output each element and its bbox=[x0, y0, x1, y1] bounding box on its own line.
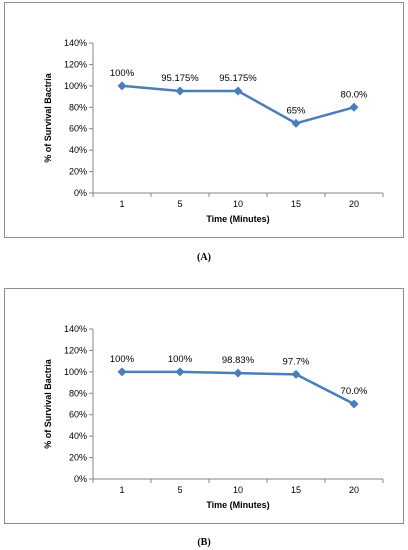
chart-panel-a: 0% 20% 40% 60% 80% 100% 120% 140% 1 5 10 15 20 Time (… bbox=[4, 2, 404, 238]
chart-panel-b: 0% 20% 40% 60% 80% 100% 120% 140% 1 5 10 15 20 Time (… bbox=[4, 288, 404, 524]
data-point bbox=[175, 367, 185, 377]
y-tick-label: 140% bbox=[64, 38, 87, 48]
y-tick-label: 100% bbox=[64, 81, 87, 91]
x-tick-label: 15 bbox=[291, 485, 301, 495]
data-label: 100% bbox=[168, 354, 193, 365]
data-label: 97.7% bbox=[283, 356, 310, 367]
data-point bbox=[233, 86, 243, 96]
data-point bbox=[117, 367, 127, 377]
data-label: 100% bbox=[110, 354, 135, 365]
data-point bbox=[175, 86, 185, 96]
data-point bbox=[349, 399, 359, 409]
data-label: 95.175% bbox=[219, 73, 257, 84]
x-tick-label: 10 bbox=[233, 199, 243, 209]
x-tick-label: 20 bbox=[349, 485, 359, 495]
data-label: 98.83% bbox=[222, 355, 255, 366]
x-axis-title: Time (Minutes) bbox=[206, 500, 269, 510]
x-tick-label: 5 bbox=[177, 485, 182, 495]
y-tick-label: 20% bbox=[69, 167, 87, 177]
y-tick-label: 0% bbox=[74, 474, 87, 484]
x-tick-label: 10 bbox=[233, 485, 243, 495]
data-point bbox=[291, 369, 301, 379]
y-tick-label: 40% bbox=[69, 145, 87, 155]
y-tick-label: 100% bbox=[64, 367, 87, 377]
caption-a: (A) bbox=[197, 252, 211, 263]
data-label: 65% bbox=[286, 105, 306, 116]
x-tick-label: 20 bbox=[349, 199, 359, 209]
y-axis-title: % of Survival Bactria bbox=[43, 358, 53, 449]
y-tick-label: 60% bbox=[69, 124, 87, 134]
y-tick-label: 40% bbox=[69, 431, 87, 441]
data-point bbox=[117, 81, 127, 91]
y-tick-label: 0% bbox=[74, 188, 87, 198]
y-axis-title: % of Survival Bactria bbox=[43, 72, 53, 163]
data-point bbox=[233, 368, 243, 378]
x-tick-label: 1 bbox=[119, 485, 124, 495]
data-label: 80.0% bbox=[341, 89, 368, 100]
data-point bbox=[291, 118, 301, 128]
y-tick-label: 20% bbox=[69, 453, 87, 463]
data-point bbox=[349, 102, 359, 112]
x-tick-label: 5 bbox=[177, 199, 182, 209]
y-tick-label: 120% bbox=[64, 345, 87, 355]
data-label: 100% bbox=[110, 68, 135, 79]
x-tick-label: 1 bbox=[119, 199, 124, 209]
data-label: 95.175% bbox=[161, 73, 199, 84]
y-tick-label: 60% bbox=[69, 410, 87, 420]
x-axis-title: Time (Minutes) bbox=[206, 214, 269, 224]
y-tick-label: 120% bbox=[64, 59, 87, 69]
x-tick-label: 15 bbox=[291, 199, 301, 209]
y-tick-label: 80% bbox=[69, 388, 87, 398]
caption-b: (B) bbox=[197, 537, 211, 548]
data-label: 70.0% bbox=[341, 386, 368, 397]
y-tick-label: 140% bbox=[64, 324, 87, 334]
y-tick-label: 80% bbox=[69, 102, 87, 112]
